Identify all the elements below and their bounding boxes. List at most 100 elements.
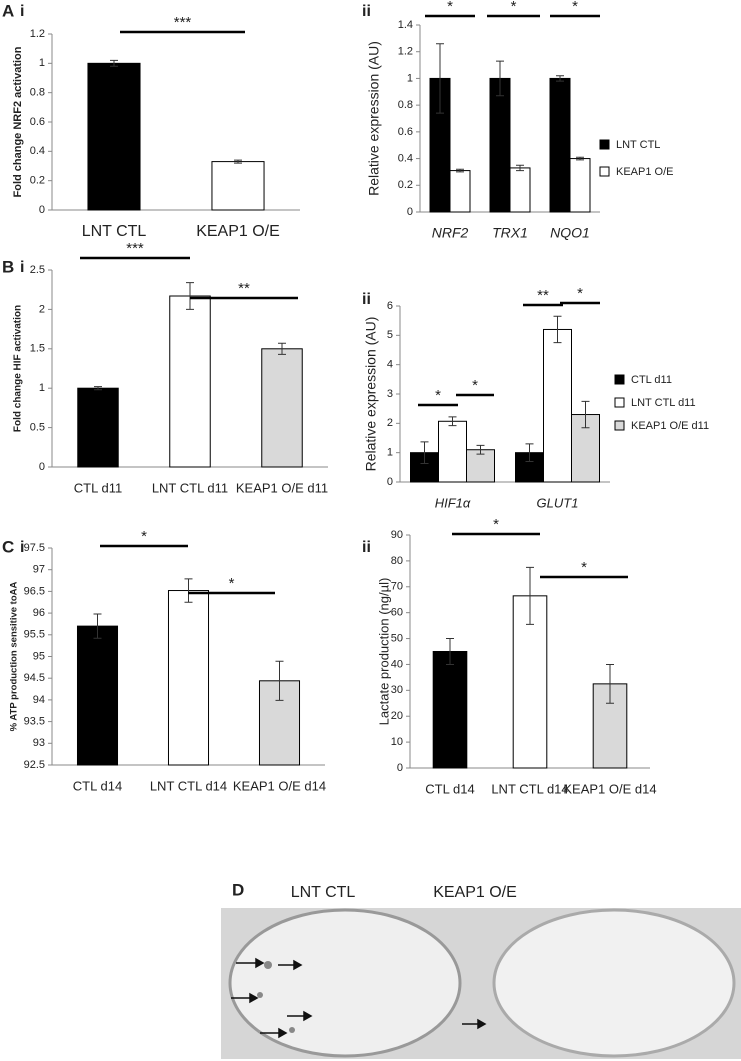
y-tick-label: 30 [391, 684, 403, 696]
y-tick-label: 2 [387, 417, 393, 429]
subpanel-label: ii [362, 539, 371, 556]
y-tick-label: 5 [387, 329, 393, 341]
colonies [257, 961, 295, 1033]
x-tick-label: KEAP1 O/E d11 [236, 480, 328, 495]
y-tick-label: 70 [391, 581, 403, 593]
bar [449, 170, 471, 213]
x-tick-label: KEAP1 O/E d14 [233, 778, 326, 793]
y-axis-label: % ATP production sensitive toAA [9, 582, 20, 732]
y-tick-label: 93.5 [24, 716, 45, 728]
y-tick-label: 1.5 [30, 343, 45, 355]
y-tick-label: 0.4 [30, 145, 45, 157]
subpanel-label: i [20, 539, 24, 556]
y-tick-label: 0 [387, 476, 393, 488]
error-bar [516, 164, 524, 172]
y-tick-label: 1 [387, 447, 393, 459]
y-tick-label: 0.6 [398, 126, 413, 138]
y-tick-label: 94 [33, 694, 45, 706]
y-tick-label: 94.5 [24, 672, 45, 684]
y-tick-label: 96 [33, 607, 45, 619]
subpanel-label: i [20, 3, 24, 20]
y-tick-label: 1 [39, 57, 45, 69]
y-tick-label: 10 [391, 736, 403, 748]
x-tick-label: CTL d14 [73, 778, 122, 793]
x-tick-label: LNT CTL d14 [150, 778, 227, 793]
error-bar [110, 59, 118, 67]
significance-label: ** [537, 287, 549, 304]
significance-label: * [435, 387, 441, 404]
bar [569, 158, 591, 213]
significance-label: * [447, 0, 453, 15]
bar [466, 449, 495, 483]
significance-label: ** [238, 280, 250, 297]
bar [167, 590, 210, 766]
y-tick-label: 0.8 [398, 99, 413, 111]
bar [169, 295, 211, 468]
x-tick-label: LNT CTL d14 [491, 781, 568, 796]
y-axis-label: Fold change NRF2 activation [12, 46, 24, 197]
significance-label: * [229, 575, 235, 592]
bar [543, 328, 572, 483]
x-tick-label: CTL d14 [425, 781, 474, 796]
error-bar [556, 75, 564, 82]
y-tick-label: 0.2 [398, 179, 413, 191]
y-tick-label: 92.5 [24, 759, 45, 771]
error-bar [446, 638, 454, 665]
y-tick-label: 97.5 [24, 542, 45, 554]
y-tick-label: 1 [39, 382, 45, 394]
x-tick-label: TRX1 [492, 225, 528, 241]
y-tick-label: 2 [39, 303, 45, 315]
y-tick-label: 80 [391, 555, 403, 567]
bar [76, 625, 119, 766]
panel-label: B [2, 257, 14, 276]
error-bar [234, 159, 242, 164]
y-tick-label: 95 [33, 650, 45, 662]
y-axis-label: Fold change HIF activation [13, 305, 24, 432]
chart: ii Relative expression (AU) 0 0.2 0.4 0.6 0.8 1… [362, 0, 673, 241]
photo-label: KEAP1 O/E [433, 884, 517, 901]
y-tick-label: 96.5 [24, 585, 45, 597]
y-axis-label: Relative expression (AU) [366, 41, 382, 196]
x-tick-label: KEAP1 O/E d14 [563, 781, 656, 796]
significance-label: * [493, 516, 499, 533]
bar [77, 387, 119, 468]
y-axis-label: Lactate production (ng/µl) [376, 578, 391, 726]
error-bar [94, 386, 102, 391]
bar [549, 77, 571, 213]
panel-label: A [2, 1, 14, 20]
y-tick-label: 0.5 [30, 422, 45, 434]
bar [432, 651, 468, 769]
y-tick-label: 1.4 [398, 19, 413, 31]
x-tick-label: NRF2 [432, 225, 469, 241]
bar [211, 161, 265, 211]
bar [87, 62, 141, 211]
error-bar [448, 416, 457, 427]
y-tick-label: 4 [387, 359, 393, 371]
bar [509, 167, 531, 213]
legend-label: KEAP1 O/E [616, 166, 673, 178]
x-tick-label: CTL d11 [74, 480, 122, 495]
chart: ii Relative expression (AU) 0 1 2 3 4 5 6 HIF1α GL… [362, 285, 709, 510]
bar [438, 420, 467, 483]
panel-label: C [2, 537, 14, 556]
y-tick-label: 0.6 [30, 116, 45, 128]
x-tick-label: HIF1α [435, 495, 471, 510]
y-tick-label: 40 [391, 658, 403, 670]
y-tick-label: 50 [391, 632, 403, 644]
subpanel-label: ii [362, 291, 371, 308]
y-tick-label: 20 [391, 710, 403, 722]
significance-label: * [577, 285, 583, 302]
x-tick-label: LNT CTL [82, 223, 147, 240]
arrows [231, 957, 487, 1039]
subpanel-label: ii [362, 3, 371, 20]
significance-label: *** [126, 240, 144, 257]
x-tick-label: NQO1 [550, 225, 590, 241]
significance-label: * [581, 559, 587, 576]
error-bar [186, 282, 194, 310]
y-tick-label: 60 [391, 607, 403, 619]
y-tick-label: 2.5 [30, 264, 45, 276]
error-bar [476, 444, 485, 455]
